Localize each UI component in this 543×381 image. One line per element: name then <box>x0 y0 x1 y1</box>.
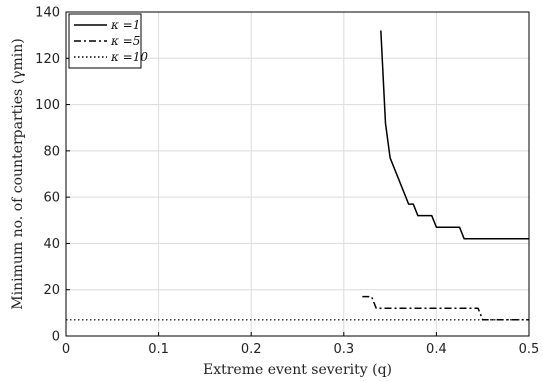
legend-label: κ =1 <box>110 18 140 32</box>
series-layer <box>66 30 529 321</box>
x-tick-label: 0 <box>62 342 70 357</box>
x-axis-label: Extreme event severity (q) <box>203 362 392 378</box>
y-tick-label: 20 <box>43 283 60 298</box>
x-tick-label: 0.3 <box>333 342 354 357</box>
y-tick-label: 40 <box>43 237 60 252</box>
y-tick-label: 80 <box>43 144 60 159</box>
series-line-2 <box>362 295 529 321</box>
x-tick-label: 0.5 <box>519 342 540 357</box>
x-tick-label: 0.1 <box>148 342 169 357</box>
series-line-1 <box>380 30 529 240</box>
x-tick-label: 0.4 <box>426 342 447 357</box>
x-axis-ticks: 0 0.1 0.2 0.3 0.4 0.5 <box>62 332 539 357</box>
y-axis-label: Minimum no. of counterparties (γmin) <box>10 38 26 309</box>
y-tick-label: 60 <box>43 191 60 206</box>
legend-label: κ =10 <box>110 50 148 64</box>
x-tick-label: 0.2 <box>241 342 262 357</box>
y-tick-label: 100 <box>35 98 60 113</box>
y-tick-label: 120 <box>35 52 60 67</box>
y-tick-label: 140 <box>35 6 60 21</box>
y-axis-ticks: 0 20 40 60 80 100 120 140 <box>35 6 70 345</box>
legend-label: κ =5 <box>110 34 140 48</box>
plot-frame <box>65 11 530 337</box>
legend: κ =1 κ =5 κ =10 <box>68 13 148 69</box>
y-tick-label: 0 <box>52 330 60 345</box>
